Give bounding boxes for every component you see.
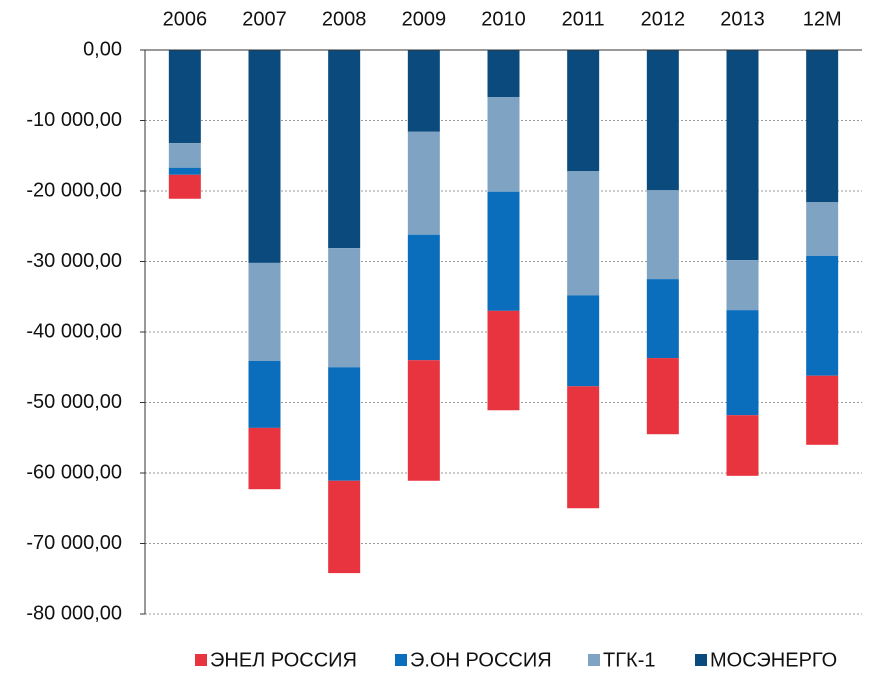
x-tick-label: 2013 — [720, 8, 765, 30]
x-tick-label: 2011 — [562, 8, 605, 30]
y-tick-label: -40 000,00 — [26, 320, 122, 342]
legend-label: Э.ОН РОССИЯ — [410, 649, 552, 671]
bar-segment — [806, 50, 839, 203]
bar-segment — [487, 50, 520, 98]
bar-segment — [407, 234, 440, 361]
y-tick-label: -10 000,00 — [26, 109, 122, 131]
y-tick-label: -80 000,00 — [26, 602, 122, 624]
bar-segment — [168, 50, 201, 144]
legend-swatch — [588, 654, 600, 666]
x-tick-label: 2010 — [481, 8, 526, 30]
x-tick-label: 12M — [803, 8, 842, 30]
x-tick-label: 2012 — [641, 8, 686, 30]
bar-segment — [646, 279, 679, 359]
bar-segment — [407, 131, 440, 235]
x-tick-label: 2009 — [402, 8, 447, 30]
bar-segment — [168, 167, 201, 175]
y-tick-label: -70 000,00 — [26, 532, 122, 554]
bar-segment — [248, 262, 281, 361]
bar-segment — [567, 50, 600, 172]
bar-segment — [726, 415, 759, 476]
y-tick-label: -30 000,00 — [26, 250, 122, 272]
bar-segment — [168, 174, 201, 199]
bar-segment — [328, 367, 361, 481]
bar-segment — [646, 50, 679, 191]
x-tick-label: 2006 — [163, 8, 208, 30]
x-tick-label: 2008 — [322, 8, 367, 30]
bar-segment — [726, 310, 759, 416]
bar-segment — [407, 360, 440, 481]
bar-segment — [328, 480, 361, 574]
bar-segment — [646, 190, 679, 280]
y-tick-label: 0,00 — [83, 38, 122, 60]
legend-swatch — [695, 654, 707, 666]
x-tick-label: 2007 — [242, 8, 287, 30]
bar-segment — [248, 50, 281, 263]
bar-segment — [407, 50, 440, 132]
bar-segment — [248, 360, 281, 428]
bar-segment — [328, 50, 361, 249]
bar-segment — [646, 358, 679, 435]
bar-segment — [487, 191, 520, 311]
legend-swatch — [195, 654, 207, 666]
bar-segment — [487, 310, 520, 411]
legend-label: МОСЭНЕРГО — [710, 649, 837, 671]
bar-segment — [567, 171, 600, 296]
bar-segment — [328, 248, 361, 368]
legend-label: ТГК-1 — [603, 649, 655, 671]
bar-segment — [806, 255, 839, 376]
y-tick-label: -50 000,00 — [26, 391, 122, 413]
bar-segment — [248, 427, 281, 490]
bar-segment — [567, 295, 600, 387]
bar-segment — [806, 375, 839, 445]
bar-segment — [806, 202, 839, 256]
bar-segment — [487, 97, 520, 192]
y-tick-label: -20 000,00 — [26, 179, 122, 201]
y-tick-label: -60 000,00 — [26, 461, 122, 483]
legend-label: ЭНЕЛ РОССИЯ — [210, 649, 357, 671]
bar-segment — [567, 386, 600, 509]
legend-swatch — [395, 654, 407, 666]
bar-segment — [726, 260, 759, 311]
bar-segment — [726, 50, 759, 261]
bar-segment — [168, 143, 201, 168]
